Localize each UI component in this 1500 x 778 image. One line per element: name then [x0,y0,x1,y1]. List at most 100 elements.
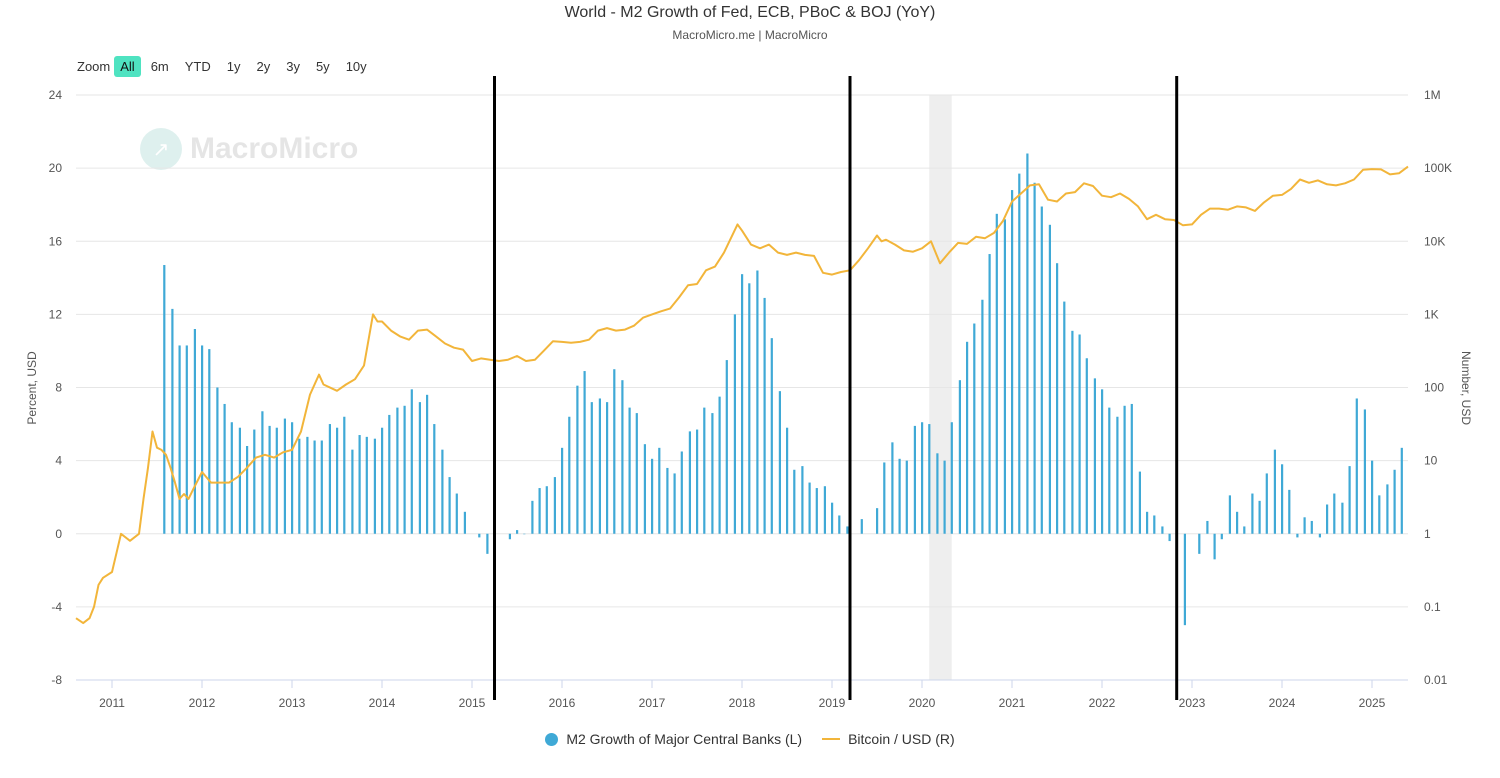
m2-bar [643,444,646,534]
x-tick-label: 2016 [549,696,576,710]
m2-bar [756,270,759,534]
m2-bar [261,411,264,534]
m2-bar [1071,330,1074,534]
m2-bar [815,488,818,534]
m2-bar [508,533,511,540]
m2-bar [666,467,669,534]
y-right-tick-label: 100 [1424,381,1444,395]
zoom-3y-button[interactable]: 3y [286,59,300,74]
m2-bar [1093,378,1096,534]
m2-bar [1161,526,1164,534]
m2-bar [268,425,271,534]
m2-bar [801,466,804,534]
m2-bar [733,314,736,534]
zoom-1y-button[interactable]: 1y [226,59,241,74]
m2-bar [763,297,766,534]
zoom-ytd-button[interactable]: YTD [184,59,211,74]
zoom-5y-button[interactable]: 5y [315,59,330,74]
m2-bar [1011,190,1014,534]
m2-bar [448,477,451,534]
bitcoin-line [75,165,1409,625]
m2-bar [598,398,601,534]
m2-bar [223,403,226,534]
x-tick-label: 2017 [639,696,666,710]
m2-bar [561,447,564,534]
m2-bar [898,458,901,534]
m2-bar [381,427,384,534]
m2-bar [1138,471,1141,534]
y-left-tick-label: 24 [49,88,63,102]
m2-bar [1228,495,1231,534]
m2-bar [741,274,744,534]
y-left-tick-label: 20 [49,161,63,175]
chart-subtitle: MacroMicro.me | MacroMicro [672,28,828,42]
m2-bar [545,486,548,534]
m2-bar [403,405,406,534]
m2-bar [621,380,624,534]
m2-bar [696,429,699,534]
m2-bar [1033,182,1036,534]
m2-bar [1116,416,1119,534]
m2-bar [1183,533,1186,626]
m2-bar [725,360,728,534]
m2-bar [441,449,444,534]
m2-bar [576,385,579,534]
m2-bar [516,530,519,534]
m2-bar [396,407,399,534]
y-left-tick-label: 8 [55,381,62,395]
x-tick-label: 2015 [459,696,486,710]
x-tick-label: 2011 [99,696,125,710]
m2-bar [590,402,593,534]
zoom-10y-button[interactable]: 10y [345,59,367,74]
m2-bar [635,413,638,534]
m2-bar [966,341,969,534]
x-tick-label: 2020 [909,696,936,710]
m2-bar [216,387,219,534]
m2-bar [838,515,841,534]
m2-bar [1363,409,1366,534]
m2-bar [246,446,249,534]
m2-bar [418,402,421,534]
m2-bar [478,533,481,538]
m2-bar [808,482,811,534]
m2-bar [1168,533,1171,542]
x-tick-label: 2019 [819,696,846,710]
m2-bar [680,451,683,534]
m2-bar [1326,504,1329,534]
legend-item-m2[interactable]: M2 Growth of Major Central Banks (L) [545,731,802,747]
m2-bar [1378,495,1381,534]
m2-bar [658,447,661,534]
m2-bar [275,427,278,534]
m2-bar [1258,500,1261,534]
m2-bar [163,265,166,534]
chart-title: World - M2 Growth of Fed, ECB, PBoC & BO… [564,4,936,21]
m2-bar [185,345,188,534]
legend-line-icon [822,738,841,740]
x-tick-label: 2022 [1089,696,1116,710]
y-left-tick-label: 12 [49,307,63,321]
m2-bar [1003,219,1006,534]
m2-bar [913,425,916,534]
m2-bar [486,533,489,554]
legend-item-bitcoin[interactable]: Bitcoin / USD (R) [822,731,955,747]
m2-bar [410,389,413,534]
m2-bar [1108,407,1111,534]
y-left-tick-label: -4 [51,600,62,614]
zoom-6m-button[interactable]: 6m [150,59,169,74]
x-tick-label: 2014 [369,696,396,710]
m2-bar [283,418,286,534]
m2-bar [973,323,976,534]
m2-bar [1130,403,1133,534]
m2-bar [463,511,466,534]
m2-bar [193,329,196,534]
m2-bar [831,502,834,534]
watermark: ↗ MacroMicro [140,128,358,170]
m2-bar [1220,533,1223,540]
m2-bar [995,213,998,534]
zoom-all-button[interactable]: All [114,56,141,77]
y-right-tick-label: 10 [1424,454,1438,468]
zoom-2y-button[interactable]: 2y [256,59,271,74]
m2-bar [1040,206,1043,534]
watermark-logo-icon: ↗ [140,128,182,170]
m2-bar [921,422,924,534]
